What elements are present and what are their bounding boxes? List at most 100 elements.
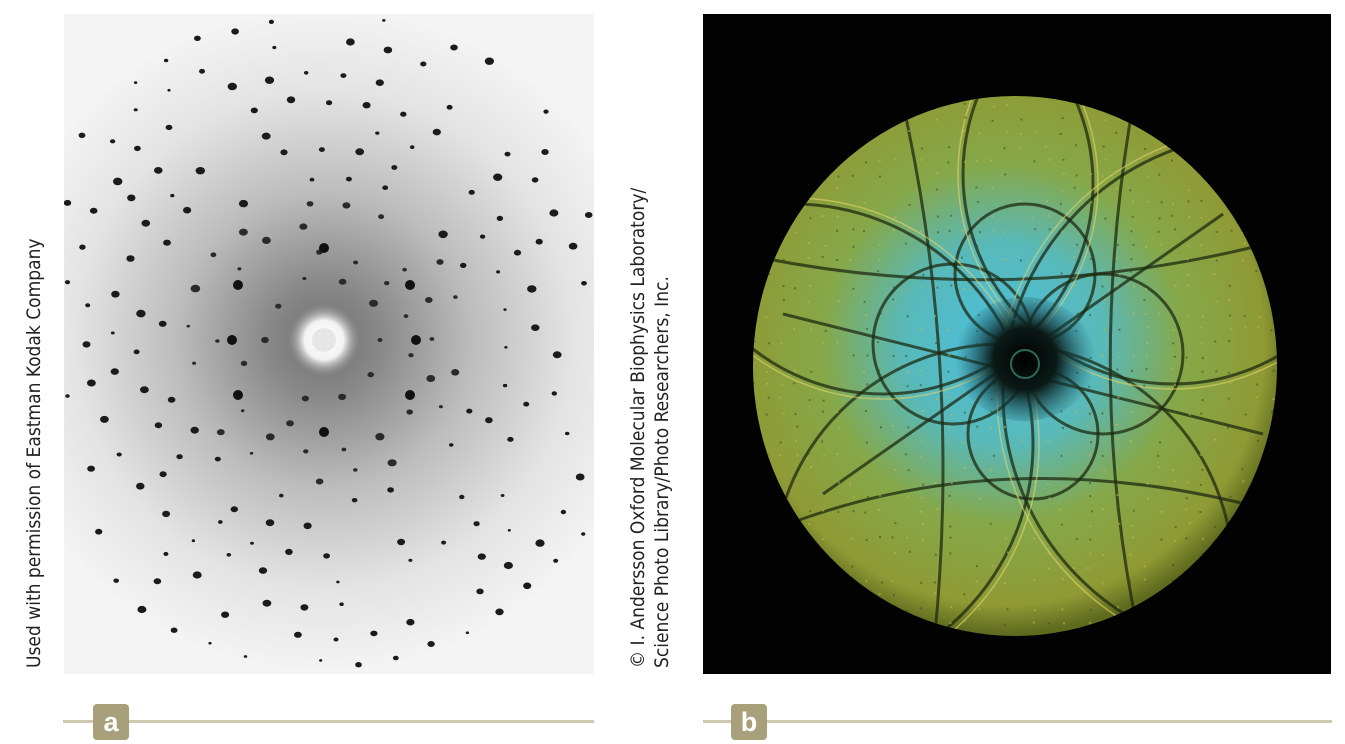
lattice-dot (1228, 340, 1231, 343)
diffraction-spot (133, 81, 138, 84)
diffraction-spot (167, 396, 176, 403)
lattice-dot (807, 452, 810, 455)
lattice-dot (1116, 368, 1119, 371)
diffraction-spot (513, 249, 522, 256)
diffraction-spot (231, 28, 239, 35)
lattice-dot (1131, 369, 1133, 372)
lattice-dot (1061, 608, 1064, 611)
lattice-dot (1076, 243, 1079, 246)
lattice-dot (964, 160, 967, 163)
lattice-dot (836, 453, 839, 456)
lattice-dot (978, 608, 981, 611)
diffraction-spot (346, 38, 355, 46)
lattice-dot (1047, 552, 1050, 555)
lattice-dot (1089, 217, 1092, 220)
diffraction-spot (113, 578, 119, 583)
lattice-dot (1174, 284, 1177, 287)
lattice-dot (1033, 160, 1036, 163)
lattice-dot (1061, 117, 1064, 120)
lattice-dot (1201, 370, 1204, 373)
lattice-dot (1159, 441, 1162, 444)
lattice-dot (1020, 259, 1022, 262)
lattice-dot (866, 327, 868, 330)
diffraction-spot (362, 102, 371, 109)
diffraction-spot (186, 324, 190, 328)
lattice-dot (1118, 117, 1120, 120)
lattice-dot (852, 287, 855, 290)
lattice-dot (1242, 259, 1245, 262)
lattice-dot (1144, 147, 1147, 150)
diffraction-spot (425, 297, 433, 303)
lattice-dot (1004, 258, 1007, 261)
lattice-dot (976, 245, 979, 248)
lattice-dot (1048, 228, 1051, 231)
diffraction-spot (280, 149, 288, 156)
diffraction-spot (377, 338, 383, 342)
lattice-dot (1006, 131, 1009, 134)
diffraction-spot (79, 244, 86, 250)
lattice-dot (1115, 131, 1118, 134)
diffraction-spot (250, 541, 254, 545)
lattice-dot (990, 159, 993, 162)
diffraction-spot (500, 494, 505, 497)
diffraction-spot (375, 433, 385, 441)
lattice-dot (852, 245, 855, 248)
lattice-dot (948, 229, 951, 232)
lattice-dot (964, 116, 967, 119)
lattice-dot (1088, 482, 1091, 485)
lattice-dot (950, 482, 953, 484)
lattice-dot (922, 273, 925, 276)
lattice-dot (949, 536, 952, 539)
diffraction-spot (375, 131, 380, 135)
lattice-dot (1048, 158, 1051, 161)
lattice-dot (1061, 230, 1064, 233)
lattice-dot (836, 341, 839, 344)
lattice-dot (1004, 173, 1007, 176)
lattice-dot (1116, 257, 1119, 260)
lattice-dot (963, 620, 966, 622)
lattice-dot (1130, 230, 1133, 233)
lattice-dot (963, 130, 965, 133)
lattice-dot (1104, 328, 1107, 331)
diffraction-spot (300, 604, 309, 611)
lattice-dot (1200, 326, 1203, 329)
diffraction-spot (258, 567, 268, 574)
lattice-dot (1004, 537, 1007, 540)
lattice-dot (989, 578, 992, 581)
lattice-dot (935, 118, 938, 121)
lattice-dot (837, 511, 840, 513)
lattice-dot (1131, 524, 1134, 527)
diffraction-spot (560, 509, 567, 515)
lattice-dot (1147, 497, 1149, 500)
diffraction-spot (100, 415, 109, 423)
lattice-dot (1243, 370, 1245, 373)
diffraction-spot (319, 659, 323, 662)
lattice-dot (921, 410, 924, 413)
lattice-dot (1117, 356, 1120, 359)
diffraction-spot (527, 285, 537, 293)
lattice-dot (894, 158, 897, 161)
lattice-dot (1227, 426, 1229, 429)
lattice-dot (992, 454, 995, 457)
lattice-dot (1199, 511, 1202, 513)
diffraction-spot (133, 108, 138, 112)
diffraction-spot (465, 631, 469, 634)
diffraction-spot (183, 206, 192, 214)
lattice-dot (1061, 578, 1064, 581)
lattice-dot (824, 329, 827, 332)
diffraction-spot (387, 459, 397, 467)
lattice-dot (1188, 216, 1191, 218)
diffraction-spot (535, 539, 545, 547)
lattice-dot (1089, 257, 1092, 260)
lattice-dot (836, 215, 839, 218)
lattice-dot (894, 552, 897, 554)
diffraction-spot (163, 239, 171, 246)
diffraction-spot (408, 558, 413, 562)
lattice-dot (892, 425, 895, 428)
lattice-dot (1187, 189, 1190, 192)
lattice-dot (936, 286, 939, 289)
lattice-dot (1033, 579, 1036, 582)
diffraction-spot (438, 405, 443, 409)
lattice-dot (935, 188, 938, 191)
diffraction-spot (531, 324, 540, 332)
